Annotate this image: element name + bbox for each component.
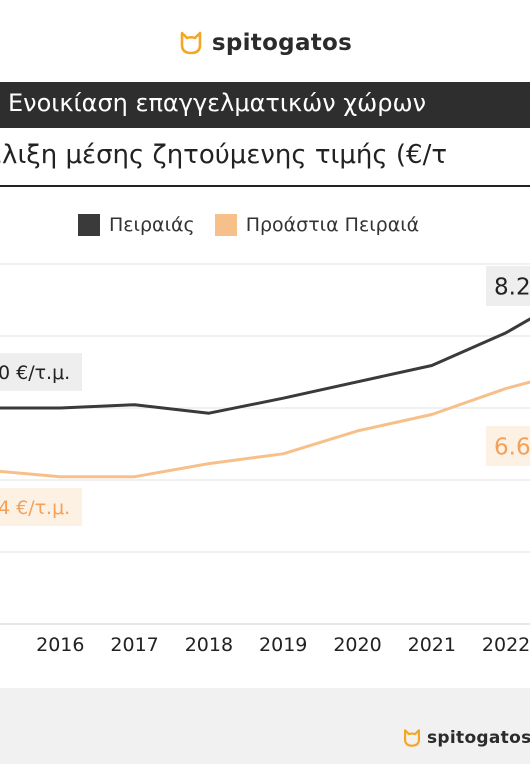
footer-band <box>0 688 530 764</box>
legend-item-piraeus: Πειραιάς <box>78 214 195 236</box>
footer-logo: spitogatos <box>402 728 530 748</box>
chart-title: Ενοικίαση επαγγελματικών χώρων <box>8 89 426 117</box>
data-label-3: 6.6 <box>494 434 530 460</box>
legend-swatch-suburbs <box>214 214 237 236</box>
chart-subtitle-wrap: ελιξη μέσης ζητούμενης τιμής (€/τ <box>0 138 530 178</box>
brand-logo: spitogatos <box>0 30 530 56</box>
brand-name: spitogatos <box>211 30 353 56</box>
legend-label-suburbs: Προάστια Πειραιά <box>245 214 420 236</box>
x-tick-label: 2019 <box>259 634 307 656</box>
x-tick-label: 2016 <box>36 634 84 656</box>
chart-subtitle: ελιξη μέσης ζητούμενης τιμής (€/τ <box>0 140 447 170</box>
x-tick-label: 2021 <box>408 634 456 656</box>
chart-title-band: Ενοικίαση επαγγελματικών χώρων <box>0 82 530 128</box>
data-label-bg-2 <box>486 266 530 306</box>
x-tick-label: 2017 <box>110 634 158 656</box>
cat-head-icon <box>404 729 420 747</box>
data-label-bg-0 <box>0 353 82 391</box>
data-label-bg-1 <box>0 488 82 526</box>
line-chart: 520162017201820192020202120220 €/τ.μ.4 €… <box>0 263 530 656</box>
legend-item-suburbs: Προάστια Πειραιά <box>214 214 420 236</box>
data-label-2: 8.2 <box>494 274 530 300</box>
series-line-0 <box>0 317 530 415</box>
data-label-1: 4 €/τ.μ. <box>0 497 70 519</box>
data-label-0: 0 €/τ.μ. <box>0 362 70 384</box>
legend-swatch-piraeus <box>78 214 100 236</box>
subtitle-divider <box>0 185 530 187</box>
footer-brand-name: spitogatos <box>427 728 530 748</box>
cat-head-icon <box>180 31 202 55</box>
x-tick-label: 2022 <box>482 634 530 656</box>
legend-label-piraeus: Πειραιάς <box>109 214 195 236</box>
series-line-1 <box>0 380 530 479</box>
chart-legend: Πειραιάς Προάστια Πειραιά <box>78 214 439 236</box>
x-tick-label: 2018 <box>185 634 233 656</box>
data-label-bg-3 <box>486 426 530 466</box>
x-tick-label: 2020 <box>333 634 381 656</box>
